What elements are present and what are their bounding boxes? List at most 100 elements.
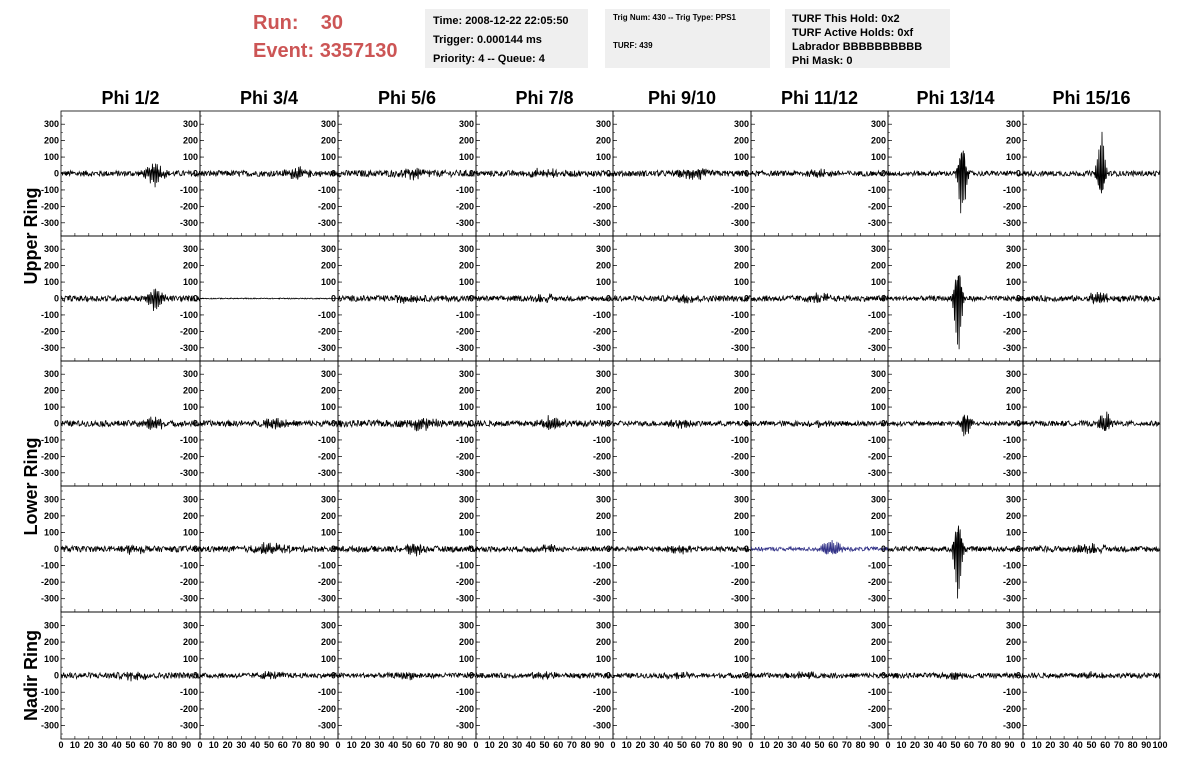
run-value: 30 (320, 12, 344, 34)
ytick-label-r2-c1-0: -300 (180, 468, 198, 478)
ytick-label-r4-c1-4: 100 (183, 654, 198, 664)
xtick-label-c0-2: 20 (84, 740, 94, 750)
ytick-label-r4-c5-0: -300 (731, 721, 749, 731)
ytick-label-r4-c4-2: -100 (593, 687, 611, 697)
ytick-label-r3-c6-4: 100 (871, 527, 886, 537)
xtick-label-c3-8: 80 (581, 740, 591, 750)
ytick-label-r4-c0-0: -300 (41, 721, 59, 731)
ytick-label-r2-c6-2: -100 (868, 435, 886, 445)
time-info-box: Time: 2008-12-22 22:05:50 Trigger: 0.000… (425, 9, 588, 68)
ytick-label-r2-c2-2: -100 (318, 435, 336, 445)
ytick-label-r1-c7-0: -300 (1003, 343, 1021, 353)
ytick-label-r3-c5-2: -100 (731, 561, 749, 571)
xtick-label-c0-7: 70 (153, 740, 163, 750)
ytick-label-r3-c3-4: 100 (459, 527, 474, 537)
xtick-label-c0-3: 30 (98, 740, 108, 750)
xtick-label-c0-1: 10 (70, 740, 80, 750)
ytick-label-r4-c5-6: 300 (734, 620, 749, 630)
ytick-label-r2-c5-3: 0 (744, 419, 749, 429)
waveform-r3-c2 (337, 543, 477, 557)
priority-text: Priority: 4 -- Queue: 4 (433, 53, 545, 65)
ytick-label-r2-c5-2: -100 (731, 435, 749, 445)
ytick-label-r0-c3-4: 100 (459, 152, 474, 162)
waveform-r0-c3 (475, 167, 614, 179)
ytick-label-r3-c4-1: -200 (593, 577, 611, 587)
xtick-label-c5-6: 60 (828, 740, 838, 750)
waveform-r4-c2 (337, 671, 477, 681)
ytick-label-r0-c6-0: -300 (868, 218, 886, 228)
ytick-label-r3-c5-1: -200 (731, 577, 749, 587)
ytick-label-r0-c1-5: 200 (183, 136, 198, 146)
ytick-label-r0-c6-6: 300 (871, 119, 886, 129)
ytick-label-r3-c7-1: -200 (1003, 577, 1021, 587)
ytick-label-r0-c4-1: -200 (593, 201, 611, 211)
ytick-label-r1-c5-3: 0 (744, 294, 749, 304)
ytick-label-r2-c1-6: 300 (183, 369, 198, 379)
xtick-label-c1-5: 50 (264, 740, 274, 750)
ytick-label-r4-c3-6: 300 (459, 620, 474, 630)
ytick-label-r3-c2-6: 300 (321, 494, 336, 504)
ytick-label-r1-c4-4: 100 (596, 277, 611, 287)
ytick-label-r2-c3-2: -100 (456, 435, 474, 445)
xtick-label-c7-5: 50 (1086, 740, 1096, 750)
waveform-r0-c6 (887, 150, 1024, 214)
xtick-label-c2-8: 80 (443, 740, 453, 750)
xtick-label-c5-3: 30 (787, 740, 797, 750)
turf-text: TURF: 439 (613, 41, 653, 50)
ytick-label-r1-c5-0: -300 (731, 343, 749, 353)
ytick-label-r1-c2-1: -200 (318, 326, 336, 336)
ytick-label-r3-c7-6: 300 (1006, 494, 1021, 504)
ytick-label-r2-c6-3: 0 (881, 419, 886, 429)
run-event-header: Run: 30 Event: 3357130 (253, 9, 398, 65)
ytick-label-r4-c0-5: 200 (44, 637, 59, 647)
ytick-label-r1-c6-2: -100 (868, 310, 886, 320)
xtick-label-c3-1: 10 (485, 740, 495, 750)
ytick-label-r1-c4-3: 0 (606, 294, 611, 304)
waveform-r4-c4 (612, 671, 752, 681)
ytick-label-r4-c6-0: -300 (868, 721, 886, 731)
xtick-label-c5-4: 40 (801, 740, 811, 750)
ytick-label-r3-c4-4: 100 (596, 527, 611, 537)
ytick-label-r0-c0-2: -100 (41, 185, 59, 195)
ytick-label-r1-c0-4: 100 (44, 277, 59, 287)
ytick-label-r0-c3-2: -100 (456, 185, 474, 195)
ytick-label-r4-c3-0: -300 (456, 721, 474, 731)
ytick-label-r2-c1-5: 200 (183, 386, 198, 396)
ytick-label-r2-c0-1: -200 (41, 451, 59, 461)
xtick-label-c7-4: 40 (1073, 740, 1083, 750)
ytick-label-r3-c6-2: -100 (868, 561, 886, 571)
ytick-label-r1-c7-3: 0 (1016, 294, 1021, 304)
ytick-label-r0-c5-4: 100 (734, 152, 749, 162)
ytick-label-r1-c0-3: 0 (54, 294, 59, 304)
ytick-label-r2-c6-1: -200 (868, 451, 886, 461)
ytick-label-r3-c1-0: -300 (180, 594, 198, 604)
ytick-label-r0-c2-5: 200 (321, 136, 336, 146)
waveform-r3-c1 (199, 542, 339, 555)
xtick-label-c4-3: 30 (649, 740, 659, 750)
ytick-label-r2-c3-5: 200 (459, 386, 474, 396)
xtick-label-c2-4: 40 (388, 740, 398, 750)
ytick-label-r2-c3-4: 100 (459, 402, 474, 412)
ytick-label-r3-c2-4: 100 (321, 527, 336, 537)
ytick-label-r4-c5-3: 0 (744, 671, 749, 681)
waveform-r0-c5 (750, 168, 889, 179)
xtick-label-c7-10: 100 (1152, 740, 1167, 750)
ytick-label-r1-c0-6: 300 (44, 244, 59, 254)
ytick-label-r4-c2-2: -100 (318, 687, 336, 697)
ytick-label-r2-c5-5: 200 (734, 386, 749, 396)
ytick-label-r3-c1-4: 100 (183, 527, 198, 537)
ytick-label-r2-c1-4: 100 (183, 402, 198, 412)
xtick-label-c1-6: 60 (278, 740, 288, 750)
ytick-label-r4-c5-4: 100 (734, 654, 749, 664)
ytick-label-r3-c4-0: -300 (593, 594, 611, 604)
waveform-r2-c7 (1022, 411, 1161, 432)
waveform-r1-c4 (612, 294, 752, 304)
waveform-r0-c0 (60, 163, 201, 188)
ytick-label-r2-c6-4: 100 (871, 402, 886, 412)
waveform-r4-c7 (1022, 671, 1161, 680)
ytick-label-r2-c2-1: -200 (318, 451, 336, 461)
ytick-label-r3-c3-3: 0 (469, 544, 474, 554)
ytick-label-r2-c3-6: 300 (459, 369, 474, 379)
ytick-label-r1-c0-2: -100 (41, 310, 59, 320)
xtick-label-c5-7: 70 (842, 740, 852, 750)
